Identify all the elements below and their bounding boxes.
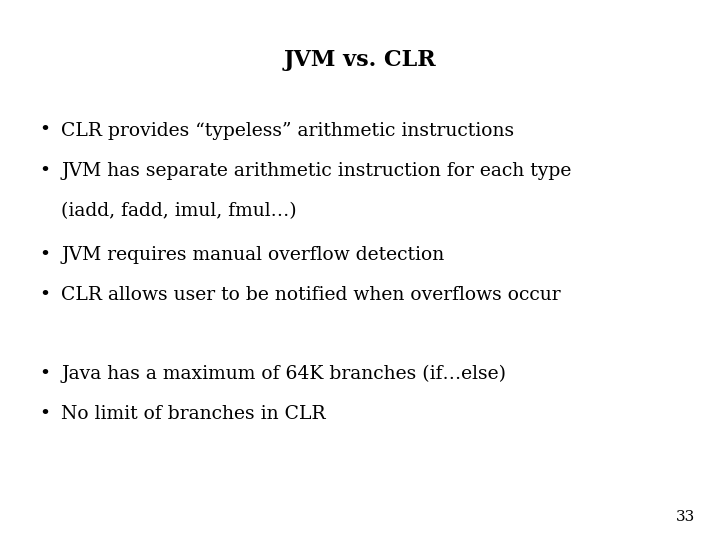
Text: No limit of branches in CLR: No limit of branches in CLR [61,405,326,423]
Text: •: • [40,122,50,139]
Text: 33: 33 [675,510,695,524]
Text: •: • [40,405,50,423]
Text: •: • [40,286,50,304]
Text: CLR provides “typeless” arithmetic instructions: CLR provides “typeless” arithmetic instr… [61,122,514,139]
Text: JVM vs. CLR: JVM vs. CLR [284,49,436,71]
Text: JVM requires manual overflow detection: JVM requires manual overflow detection [61,246,444,264]
Text: JVM has separate arithmetic instruction for each type: JVM has separate arithmetic instruction … [61,162,572,180]
Text: (iadd, fadd, imul, fmul…): (iadd, fadd, imul, fmul…) [61,202,297,220]
Text: •: • [40,364,50,382]
Text: CLR allows user to be notified when overflows occur: CLR allows user to be notified when over… [61,286,561,304]
Text: •: • [40,246,50,264]
Text: Java has a maximum of 64K branches (if…else): Java has a maximum of 64K branches (if…e… [61,364,506,383]
Text: •: • [40,162,50,180]
